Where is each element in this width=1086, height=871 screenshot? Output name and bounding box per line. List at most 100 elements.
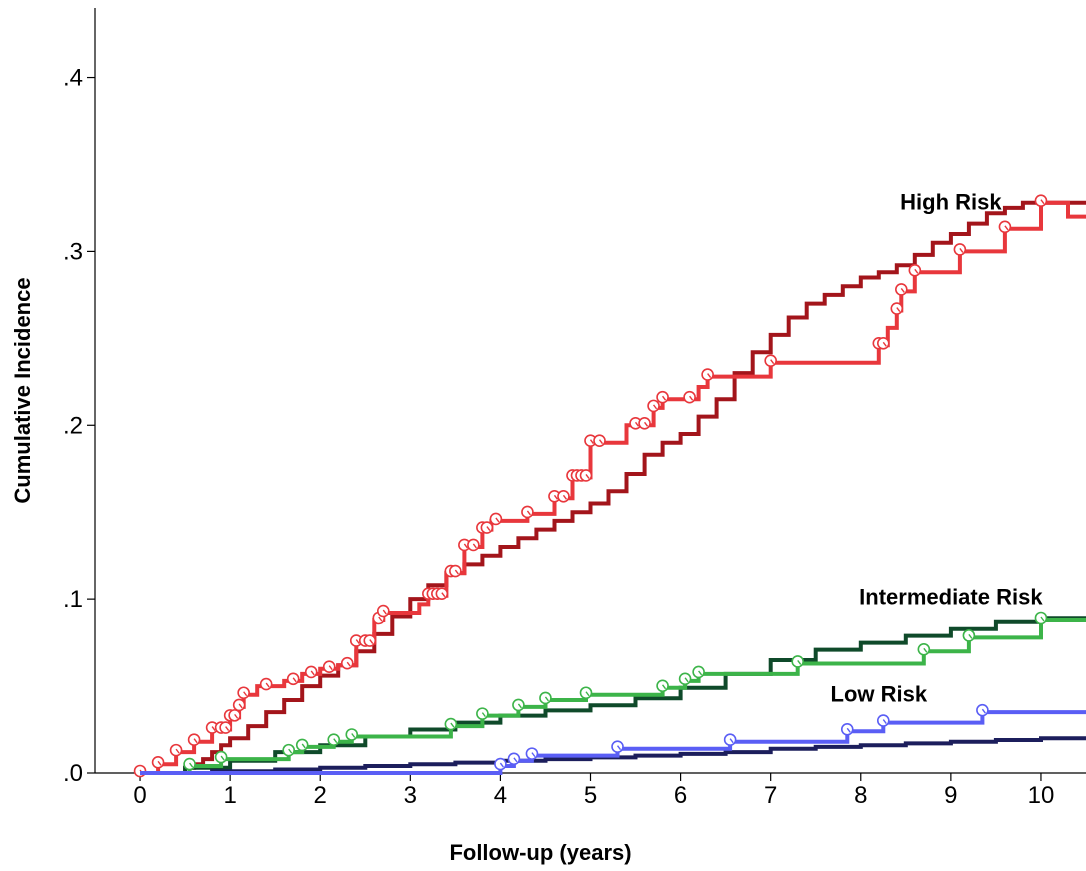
censor-marker-tick [589,439,595,445]
censor-marker [282,743,295,757]
censor-marker-tick [531,752,536,758]
x-tick-label: 9 [944,782,957,809]
censor-marker [579,686,593,700]
censor-marker-tick [634,421,640,427]
censor-marker [557,489,570,503]
censor-marker-tick [333,738,338,744]
censor-marker [449,564,462,578]
censor-marker-tick [968,633,973,639]
censor-marker [521,505,534,519]
x-tick-label: 6 [674,782,687,809]
censor-marker [1034,611,1048,625]
censor-marker-tick [846,727,851,733]
censor-marker [480,521,494,534]
censor-marker-tick [1004,225,1009,231]
censor-marker-tick [689,395,694,401]
censor-marker [489,512,503,526]
censor-marker-tick [544,696,550,702]
series-0 [140,200,1086,775]
censor-marker-tick [328,665,333,671]
censor-marker [840,722,854,736]
censor-marker-tick [553,494,559,500]
censor-marker [525,747,539,760]
censor-marker-tick [234,713,239,719]
series-annotation: Intermediate Risk [859,584,1043,609]
censor-marker [169,743,183,757]
censor-marker-tick [351,733,356,738]
censor-marker [678,672,692,686]
axes: .0 .1 .2 .3 .4 0 1 2 3 4 5 6 7 8 9 10 [63,8,1086,809]
censor-marker [232,698,246,712]
x-tick-label: 10 [1028,782,1055,809]
censor-marker-tick [288,748,293,754]
censor-marker [656,390,669,404]
y-tick-label: .4 [63,65,83,92]
censor-marker [593,434,606,447]
censor-marker-tick [562,494,568,500]
censor-marker-tick [923,647,928,653]
y-tick-label: .2 [63,412,83,439]
censor-marker [376,604,390,618]
censor-marker-tick [175,748,180,754]
censor-marker-tick [914,268,919,274]
censor-marker [683,390,696,404]
censor-marker [259,677,273,691]
censor-marker [322,660,336,673]
series-annotation: Low Risk [831,682,928,707]
censor-marker-tick [441,592,446,598]
censor-marker-tick [220,755,225,761]
censor-marker-tick [707,373,712,379]
censor-marker-tick [301,743,306,749]
censor-marker-tick [355,639,360,645]
censor-marker-tick [463,543,468,549]
censor-marker [327,733,341,747]
series-5 [140,703,1086,775]
censor-marker [629,416,642,430]
x-tick-label: 7 [764,782,777,809]
series-annotation: High Risk [900,190,1002,215]
censor-marker-tick [310,670,315,676]
censor-marker-tick [882,341,887,347]
censor-marker-tick [896,307,901,312]
censor-marker [723,733,737,747]
censor-marker [286,672,300,686]
censor-marker [363,634,377,647]
series-line [140,616,1086,775]
censor-marker-tick [770,359,775,365]
censor-marker-tick [900,287,905,293]
censor-marker-tick [585,474,590,479]
censor-marker [953,243,967,256]
censor-marker [151,756,165,769]
censor-marker-tick [517,703,522,709]
x-tick-label: 8 [854,782,867,809]
censor-marker [494,757,507,771]
censor-marker [444,717,458,731]
censor-marker [1034,194,1048,208]
censor-marker [214,750,228,764]
censor-marker-tick [225,726,230,731]
censor-marker [219,721,232,734]
censor-marker-tick [1040,199,1045,205]
censor-marker [895,283,908,296]
censor-marker-tick [486,526,491,532]
series-line [140,710,1086,775]
censor-marker-tick [526,510,531,516]
censor-marker-tick [598,439,604,445]
censor-marker-tick [472,543,477,549]
censor-marker [611,740,624,753]
censor-marker-tick [643,421,649,427]
censor-marker [476,707,489,720]
censor-marker-tick [653,404,658,410]
censor-marker [998,220,1012,234]
x-tick-label: 4 [494,782,507,809]
censor-marker-tick [265,682,270,688]
censor-marker-tick [450,722,455,728]
censor-marker [962,629,976,642]
series-line [140,736,1086,775]
censor-marker [467,538,480,552]
series-1 [133,194,1086,778]
censor-marker-tick [211,726,216,731]
censor-marker-tick [499,762,504,768]
censor-marker [701,368,714,381]
